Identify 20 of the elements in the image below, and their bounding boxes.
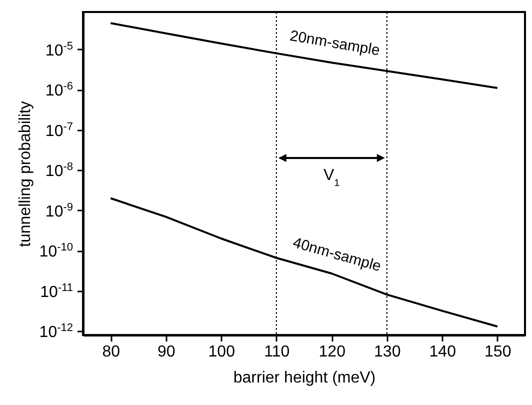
x-tick-label: 90: [157, 344, 176, 360]
x-tick-label: 80: [102, 344, 120, 360]
y-tick-label: 10$^{-6}$: [45, 80, 73, 100]
x-tick-label: 110: [264, 344, 290, 360]
x-tick-label: 140: [429, 344, 456, 360]
y-tick-label: 10$^{-11}$: [40, 282, 73, 301]
y-tick-label: 10$^{-5}$: [45, 40, 73, 60]
text: 20nm-sample: [288, 27, 382, 60]
y-tick-label: 10$^{-7}$: [45, 120, 73, 140]
x-tick-label: 150: [484, 344, 512, 360]
annotation: V$_{1}$: [324, 166, 340, 188]
y-tick-label: 10$^{-8}$: [45, 161, 73, 180]
x-axis-title: barrier height (meV): [233, 370, 376, 386]
x-tick-label: 100: [208, 344, 236, 360]
x-tick-label: 130: [374, 344, 401, 360]
y-tick-label: 10$^{-10}$: [39, 242, 73, 261]
y-tick-label: 10$^{-12}$: [39, 322, 73, 342]
y-tick-label: 10$^{-9}$: [45, 201, 73, 220]
x-tick-label: 120: [318, 344, 346, 360]
y-axis-title: tunnelling probability: [16, 101, 34, 247]
